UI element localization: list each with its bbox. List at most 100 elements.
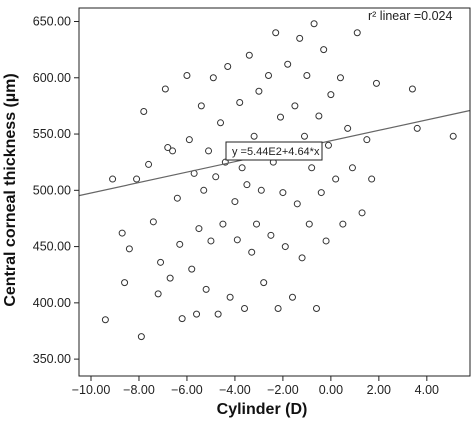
data-point	[291, 102, 299, 110]
data-point	[260, 279, 268, 287]
data-point	[188, 265, 196, 273]
data-point	[202, 285, 210, 293]
data-point	[243, 181, 251, 189]
y-axis-title: Central corneal thickness (µm)	[2, 73, 19, 306]
data-point	[284, 60, 292, 68]
data-point	[195, 225, 203, 233]
x-tick-labels: −10.00 −8.00 −6.00 −4.00 −2.00 0.00 2.00 4.00	[72, 383, 439, 397]
data-point	[281, 243, 289, 251]
data-point	[279, 189, 287, 197]
data-point	[231, 198, 239, 206]
data-point	[140, 108, 148, 116]
data-point	[200, 186, 208, 194]
data-point	[149, 218, 157, 226]
data-point	[322, 237, 330, 245]
data-point	[241, 304, 249, 312]
data-point	[207, 237, 215, 245]
data-point	[164, 144, 172, 152]
fit-equation-box: y =5.44E2+4.64*x	[225, 141, 323, 161]
data-point	[293, 200, 301, 208]
data-point	[303, 72, 311, 80]
data-point	[265, 72, 273, 80]
y-tick-label: 350.00	[33, 352, 71, 366]
data-point	[332, 175, 340, 183]
data-point	[133, 175, 141, 183]
x-tick-label: −10.00	[72, 383, 111, 397]
data-point	[214, 310, 222, 318]
data-point	[178, 315, 186, 323]
fit-equation-box-bg	[225, 141, 323, 161]
data-point	[255, 87, 263, 95]
data-point	[145, 160, 153, 168]
data-point	[109, 175, 117, 183]
y-tick-label: 500.00	[33, 183, 71, 197]
fit-equation: y =5.44E2+4.64*x	[232, 146, 320, 158]
data-point	[336, 74, 344, 82]
data-point	[176, 240, 184, 248]
data-point	[154, 290, 162, 298]
data-point	[212, 173, 220, 181]
data-point	[339, 220, 347, 228]
data-point	[353, 29, 361, 37]
y-tick-label: 400.00	[33, 296, 71, 310]
data-point	[324, 141, 332, 149]
y-tick-label: 600.00	[33, 71, 71, 85]
x-tick-label: −8.00	[123, 383, 155, 397]
data-point	[320, 46, 328, 54]
data-point	[166, 274, 174, 282]
data-point	[185, 136, 193, 144]
plot-frame	[78, 7, 471, 377]
y-tick-label: 450.00	[33, 240, 71, 254]
x-tick-label: 2.00	[367, 383, 391, 397]
data-point	[197, 102, 205, 110]
data-point	[219, 220, 227, 228]
data-point	[298, 254, 306, 262]
data-point	[274, 304, 282, 312]
x-tick-label: 4.00	[415, 383, 439, 397]
data-point	[257, 186, 265, 194]
data-point	[312, 304, 320, 312]
data-point	[236, 99, 244, 107]
data-point	[272, 29, 280, 37]
data-point	[101, 316, 109, 324]
data-point	[121, 279, 129, 287]
x-axis-title: Cylinder (D)	[217, 401, 308, 418]
data-point	[413, 124, 421, 132]
data-point	[226, 293, 234, 301]
data-point	[348, 164, 356, 172]
data-point	[308, 164, 316, 172]
data-point	[118, 229, 126, 237]
data-point	[315, 112, 323, 120]
data-point	[267, 231, 275, 239]
y-tick-label: 650.00	[33, 15, 71, 29]
data-point	[221, 158, 229, 166]
data-point	[288, 293, 296, 301]
data-point	[161, 85, 169, 93]
data-point	[276, 113, 284, 121]
data-point	[183, 72, 191, 80]
data-point	[209, 74, 217, 82]
data-point	[157, 258, 165, 266]
data-point	[245, 51, 253, 59]
x-tick-label: −6.00	[171, 383, 203, 397]
x-tick-label: 0.00	[319, 383, 343, 397]
y-tick-labels: 350.00 400.00 450.00 500.00 550.00 600.00 650.…	[33, 15, 71, 367]
data-point	[296, 34, 304, 42]
data-point	[217, 119, 225, 127]
data-point	[363, 136, 371, 144]
data-point	[372, 79, 380, 87]
data-point	[253, 220, 261, 228]
data-point	[300, 132, 308, 140]
data-point	[344, 124, 352, 132]
data-point	[449, 132, 457, 140]
data-point	[173, 194, 181, 202]
data-point	[248, 248, 256, 256]
data-point	[125, 245, 133, 253]
r2-label: r² linear =0.024	[368, 9, 452, 23]
data-point	[205, 147, 213, 155]
data-point	[233, 236, 241, 244]
x-tick-label: −4.00	[219, 383, 251, 397]
y-tick-label: 550.00	[33, 127, 71, 141]
